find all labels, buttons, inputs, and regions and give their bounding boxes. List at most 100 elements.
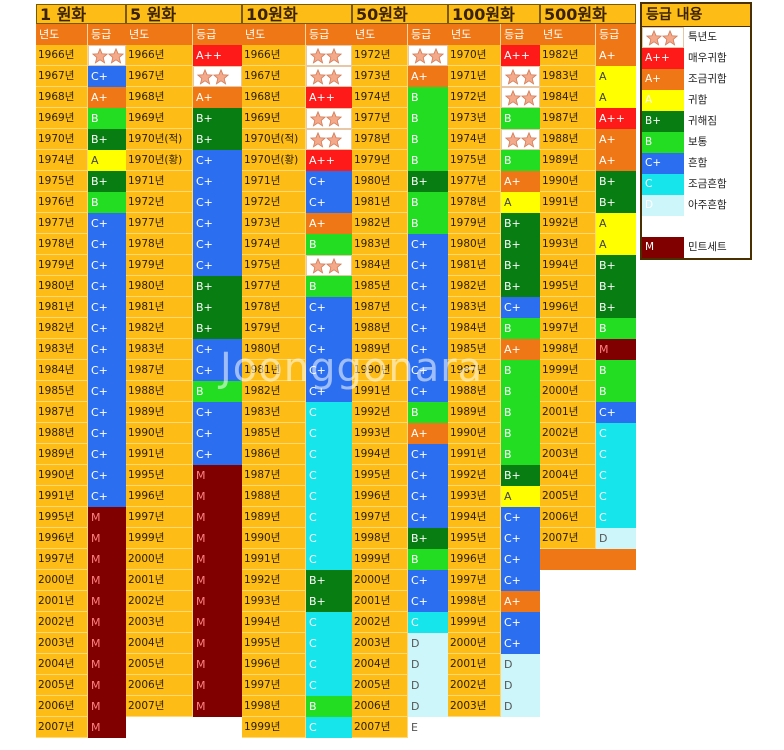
- table-row: 1982년 C+: [242, 381, 352, 402]
- legend-row: A+ 조금귀함: [642, 69, 750, 90]
- year-cell: 1991년: [448, 444, 501, 465]
- year-cell: 1975년: [448, 150, 501, 171]
- year-cell: 2003년: [448, 696, 501, 717]
- grade-cell: [501, 66, 540, 87]
- year-cell: 1982년: [448, 276, 501, 297]
- grade-cell: A+: [193, 87, 242, 108]
- table-row: 1982년 B+: [126, 318, 242, 339]
- table-row: 1974년 B: [352, 87, 448, 108]
- star-icon: [326, 258, 342, 274]
- year-cell: 1980년: [36, 276, 88, 297]
- grade-cell: C+: [193, 402, 242, 423]
- grade-cell: C+: [408, 465, 448, 486]
- grade-cell: C+: [88, 423, 126, 444]
- table-row: 1989년 C+: [126, 402, 242, 423]
- grade-cell: [193, 66, 242, 87]
- table-row: 1977년 A+: [448, 171, 540, 192]
- year-cell: 1988년: [126, 381, 193, 402]
- table-row: 1991년 B+: [540, 192, 636, 213]
- table-row: 1973년 B: [448, 108, 540, 129]
- grade-cell: B+: [193, 297, 242, 318]
- grade-cell: A+: [596, 150, 636, 171]
- coin-column: 100원화 년도 등급 1970년 A++ 1971년 1972년 1973년 B 1974년 19…: [448, 4, 540, 717]
- table-row: 1992년 B+: [448, 465, 540, 486]
- table-row: 1987년 C: [242, 465, 352, 486]
- table-row: 1998년 B: [242, 696, 352, 717]
- star-icon: [326, 69, 342, 85]
- grade-cell: C: [306, 717, 352, 738]
- year-cell: 1990년: [352, 360, 408, 381]
- grade-cell: C+: [408, 234, 448, 255]
- year-cell: 1971년: [448, 66, 501, 87]
- table-row: 1970년(적) B+: [126, 129, 242, 150]
- grade-cell: A++: [596, 108, 636, 129]
- year-cell: 1967년: [126, 66, 193, 87]
- year-header: 년도: [242, 24, 306, 45]
- table-row: 1993년 A: [448, 486, 540, 507]
- year-cell: 1986년: [242, 444, 306, 465]
- grade-header: 등급: [309, 28, 330, 41]
- table-row: 1988년 B: [126, 381, 242, 402]
- table-row: 1967년: [242, 66, 352, 87]
- year-cell: 1969년: [126, 108, 193, 129]
- year-cell: 1997년: [352, 507, 408, 528]
- year-cell: 1982년: [352, 213, 408, 234]
- table-row: 1999년 M: [126, 528, 242, 549]
- table-row: 1987년 A++: [540, 108, 636, 129]
- year-cell: 1967년: [242, 66, 306, 87]
- table-row: 1973년 A+: [242, 213, 352, 234]
- year-cell: 1998년: [540, 339, 596, 360]
- table-row: 1999년 C+: [448, 612, 540, 633]
- column-header: 년도 등급: [242, 24, 352, 45]
- year-cell: 2002년: [448, 675, 501, 696]
- grade-cell: A++: [193, 45, 242, 66]
- table-row: 1987년 C+: [126, 360, 242, 381]
- grade-cell: M: [88, 675, 126, 696]
- grade-cell: C+: [88, 486, 126, 507]
- table-row: 2007년 M: [126, 696, 242, 717]
- year-cell: 1990년: [448, 423, 501, 444]
- year-cell: 1987년: [540, 108, 596, 129]
- grade-cell: C+: [306, 339, 352, 360]
- table-row: 1999년 B: [352, 549, 448, 570]
- grade-cell: B: [408, 108, 448, 129]
- grade-cell: M: [193, 612, 242, 633]
- grade-cell: C+: [501, 633, 540, 654]
- year-cell: 1977년: [448, 171, 501, 192]
- year-cell: 1984년: [352, 255, 408, 276]
- year-cell: 1995년: [448, 528, 501, 549]
- legend-swatch: [642, 27, 684, 48]
- table-row: 1997년 M: [36, 549, 126, 570]
- table-row: 1997년 C: [242, 675, 352, 696]
- year-cell: 1987년: [36, 402, 88, 423]
- grade-cell: C+: [88, 213, 126, 234]
- grade-cell: B+: [408, 171, 448, 192]
- grade-cell: C+: [88, 381, 126, 402]
- table-row: 1992년 B: [352, 402, 448, 423]
- year-cell: 2002년: [126, 591, 193, 612]
- year-cell: 2006년: [352, 696, 408, 717]
- grade-cell: C: [306, 654, 352, 675]
- year-cell: 1998년: [242, 696, 306, 717]
- grade-cell: C: [408, 612, 448, 633]
- coin-title: 1 원화: [36, 4, 126, 24]
- table-row: 1971년 C+: [242, 171, 352, 192]
- table-row: 1982년 A+: [540, 45, 636, 66]
- coin-column: 50원화 년도 등급 1972년 1973년 A+ 1974년 B 1977년 B 1978년 B 19…: [352, 4, 448, 738]
- year-cell: 1993년: [448, 486, 501, 507]
- year-cell: 2002년: [540, 423, 596, 444]
- year-cell: 2001년: [36, 591, 88, 612]
- coin-title: 500원화: [540, 4, 636, 24]
- year-cell: 1987년: [448, 360, 501, 381]
- table-row: 1998년 M: [540, 339, 636, 360]
- star-icon: [521, 132, 537, 148]
- table-row: 1990년 B+: [540, 171, 636, 192]
- table-row: 2000년 M: [126, 549, 242, 570]
- coin-column: 10원화 년도 등급 1966년 1967년 1968년 A++ 1969년 1970년(적) 1…: [242, 4, 352, 738]
- grade-cell: C+: [408, 381, 448, 402]
- grade-cell: [88, 45, 126, 66]
- table-row: 2003년 D: [352, 633, 448, 654]
- grade-cell: M: [193, 591, 242, 612]
- year-cell: 1988년: [242, 486, 306, 507]
- grade-cell: C+: [193, 444, 242, 465]
